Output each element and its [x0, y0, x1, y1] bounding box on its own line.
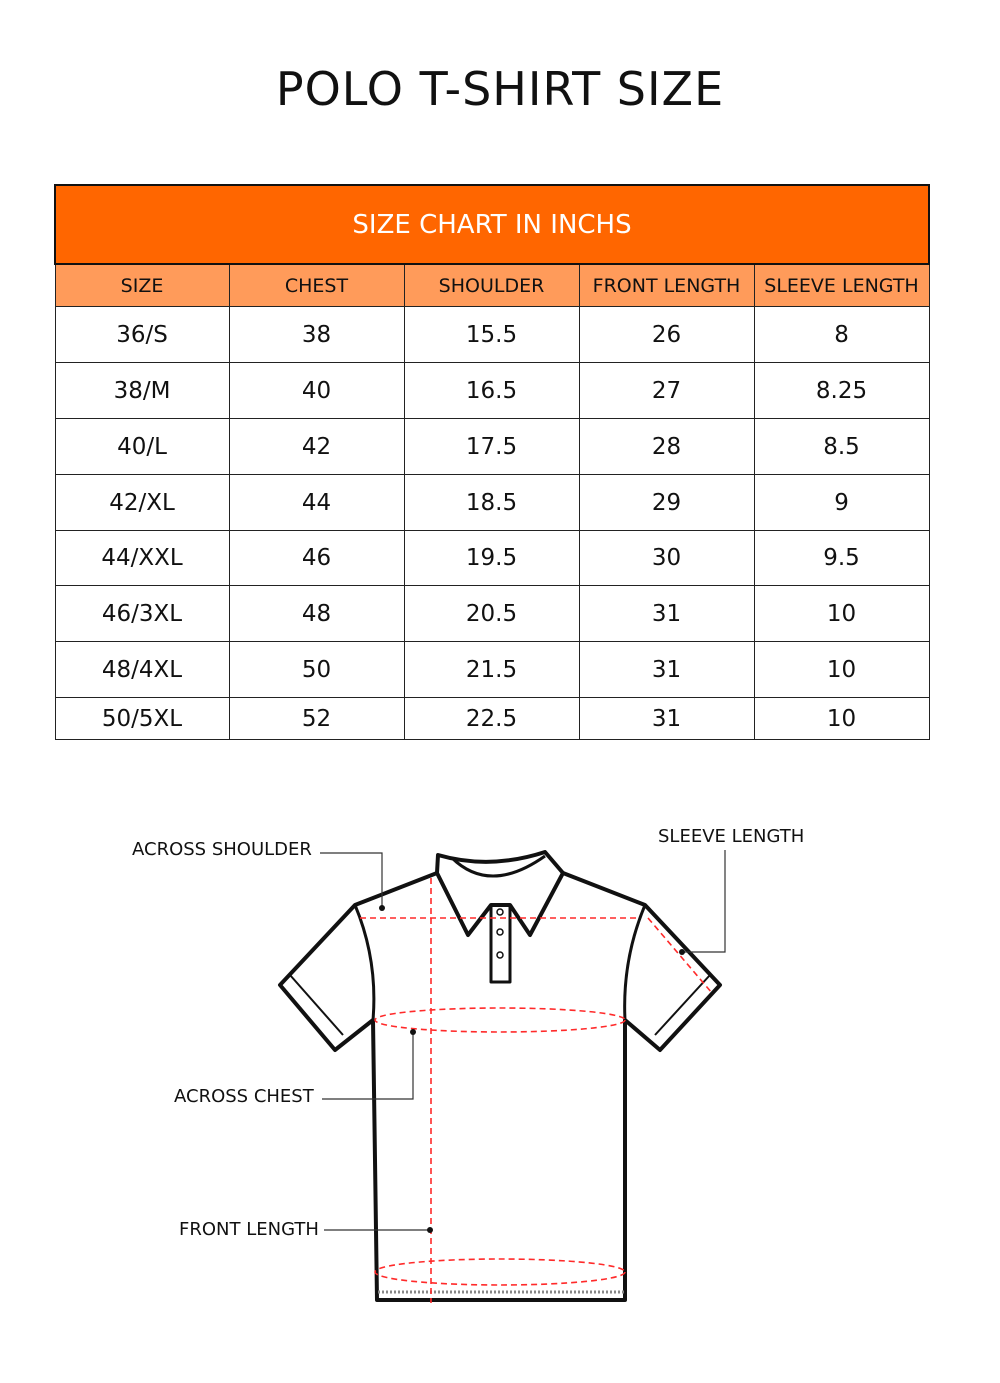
table-cell: 31	[578, 641, 755, 698]
table-cell: 27	[578, 362, 755, 419]
table-cell: 21.5	[403, 641, 580, 698]
table-cell: 42/XL	[54, 474, 230, 531]
table-cell: 52	[228, 697, 405, 740]
leader-lines	[320, 850, 726, 1231]
table-cell: 26	[578, 306, 755, 363]
table-cell: 8.25	[753, 362, 930, 419]
table-row: 46/3XL 48 20.5 31 10	[54, 585, 930, 642]
table-cell: 44/XXL	[54, 530, 230, 586]
column-header: CHEST	[228, 263, 405, 307]
table-cell: 30	[578, 530, 755, 586]
column-header: SHOULDER	[403, 263, 580, 307]
table-cell: 48/4XL	[54, 641, 230, 698]
table-cell: 16.5	[403, 362, 580, 419]
table-cell: 8	[753, 306, 930, 363]
table-row: 48/4XL 50 21.5 31 10	[54, 641, 930, 698]
column-header: SLEEVE LENGTH	[753, 263, 930, 307]
table-header-row: SIZE CHEST SHOULDER FRONT LENGTH SLEEVE LENG…	[54, 263, 930, 307]
table-body: 36/S 38 15.5 26 8 38/M 40 16.5 27 8.25 40/L 42 17.5 2…	[54, 306, 930, 740]
table-cell: 46/3XL	[54, 585, 230, 642]
table-cell: 50	[228, 641, 405, 698]
table-cell: 10	[753, 641, 930, 698]
label-sleeve-length: SLEEVE LENGTH	[658, 826, 805, 847]
table-cell: 38	[228, 306, 405, 363]
table-row: 36/S 38 15.5 26 8	[54, 306, 930, 363]
table-row: 44/XXL 46 19.5 30 9.5	[54, 530, 930, 586]
table-cell: 10	[753, 585, 930, 642]
table-cell: 46	[228, 530, 405, 586]
table-row: 38/M 40 16.5 27 8.25	[54, 362, 930, 419]
table-cell: 40	[228, 362, 405, 419]
table-cell: 38/M	[54, 362, 230, 419]
table-cell: 8.5	[753, 418, 930, 475]
table-cell: 31	[578, 585, 755, 642]
table-row: 40/L 42 17.5 28 8.5	[54, 418, 930, 475]
label-across-shoulder: ACROSS SHOULDER	[132, 839, 312, 860]
table-cell: 36/S	[54, 306, 230, 363]
page-title: POLO T-SHIRT SIZE	[275, 62, 725, 116]
label-across-chest: ACROSS CHEST	[174, 1086, 314, 1107]
sleeve-measure-line	[647, 917, 713, 994]
label-front-length: FRONT LENGTH	[179, 1219, 319, 1240]
table-cell: 20.5	[403, 585, 580, 642]
table-cell: 31	[578, 697, 755, 740]
table-cell: 50/5XL	[54, 697, 230, 740]
table-cell: 19.5	[403, 530, 580, 586]
table-cell: 10	[753, 697, 930, 740]
table-row: 50/5XL 52 22.5 31 10	[54, 697, 930, 740]
table-caption: SIZE CHART IN INCHS	[53, 184, 931, 265]
table-cell: 22.5	[403, 697, 580, 740]
leader-dots	[379, 905, 685, 1233]
table-row: 42/XL 44 18.5 29 9	[54, 474, 930, 531]
hem-measure-ellipse	[374, 1258, 626, 1286]
column-header: FRONT LENGTH	[578, 263, 755, 307]
table-cell: 15.5	[403, 306, 580, 363]
chest-measure-ellipse	[374, 1007, 626, 1033]
size-table: SIZE CHART IN INCHS SIZE CHEST SHOULDER FRO…	[53, 184, 931, 740]
table-cell: 18.5	[403, 474, 580, 531]
table-cell: 40/L	[54, 418, 230, 475]
shirt-outline	[278, 850, 722, 1302]
column-header: SIZE	[54, 263, 230, 307]
